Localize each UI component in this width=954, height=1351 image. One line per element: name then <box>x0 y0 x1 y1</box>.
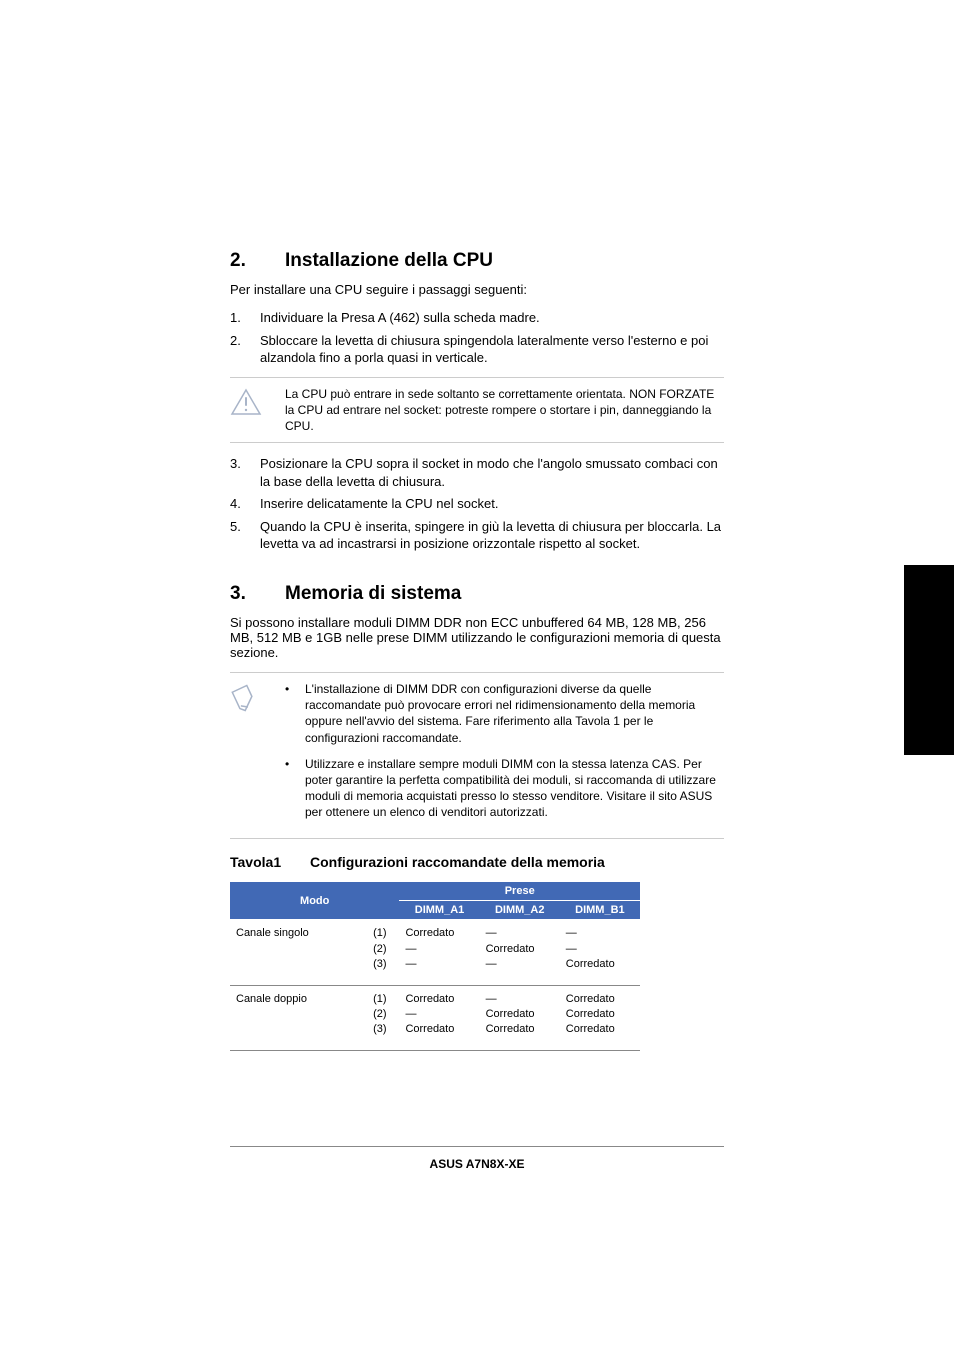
val-cell: — Corredato — <box>480 920 560 985</box>
mode-cell: Canale singolo <box>230 920 360 985</box>
val-cell: Corredato — — <box>399 920 479 985</box>
note-text: L'installazione di DIMM DDR con configur… <box>305 681 724 746</box>
table-header-modo: Modo <box>230 882 399 920</box>
step-number: 4. <box>230 495 260 513</box>
sub-cell: (1) (2) (3) <box>360 985 399 1050</box>
page-footer: ASUS A7N8X-XE <box>230 1146 724 1171</box>
bullet-icon: • <box>285 681 305 746</box>
section-3-number: 3. <box>230 583 285 605</box>
table-header-b1: DIMM_B1 <box>560 901 640 920</box>
step-number: 2. <box>230 332 260 367</box>
step-text: Sbloccare la levetta di chiusura spingen… <box>260 332 724 367</box>
note-text: Utilizzare e installare sempre moduli DI… <box>305 756 724 821</box>
table-header-a1: DIMM_A1 <box>399 901 479 920</box>
step-text: Quando la CPU è inserita, spingere in gi… <box>260 518 724 553</box>
table-number: Tavola1 <box>230 854 310 870</box>
bullet-icon: • <box>285 756 305 821</box>
warning-callout: La CPU può entrare in sede soltanto se c… <box>230 377 724 444</box>
warning-text: La CPU può entrare in sede soltanto se c… <box>285 386 724 435</box>
step-text: Inserire delicatamente la CPU nel socket… <box>260 495 498 513</box>
memory-config-table: Modo Prese DIMM_A1 DIMM_A2 DIMM_B1 Canal… <box>230 882 640 1050</box>
section-2-steps-b: 3. Posizionare la CPU sopra il socket in… <box>230 455 724 553</box>
step-text: Posizionare la CPU sopra il socket in mo… <box>260 455 724 490</box>
list-item: 1. Individuare la Presa A (462) sulla sc… <box>230 309 724 327</box>
val-cell: Corredato Corredato Corredato <box>560 985 640 1050</box>
table-header-a2: DIMM_A2 <box>480 901 560 920</box>
note-callout: • L'installazione di DIMM DDR con config… <box>230 672 724 840</box>
step-number: 5. <box>230 518 260 553</box>
section-2-number: 2. <box>230 250 285 272</box>
section-2-heading: 2. Installazione della CPU <box>230 250 724 272</box>
list-item: 3. Posizionare la CPU sopra il socket in… <box>230 455 724 490</box>
val-cell: Corredato — Corredato <box>399 985 479 1050</box>
section-3-intro: Si possono installare moduli DIMM DDR no… <box>230 615 724 660</box>
list-item: 4. Inserire delicatamente la CPU nel soc… <box>230 495 724 513</box>
list-item: 5. Quando la CPU è inserita, spingere in… <box>230 518 724 553</box>
section-2-title: Installazione della CPU <box>285 250 493 272</box>
section-2-intro: Per installare una CPU seguire i passagg… <box>230 282 724 297</box>
section-3-heading: 3. Memoria di sistema <box>230 583 724 605</box>
step-text: Individuare la Presa A (462) sulla sched… <box>260 309 540 327</box>
table-row: Canale singolo (1) (2) (3) Corredato — —… <box>230 920 640 985</box>
document-page: 2. Installazione della CPU Per installar… <box>0 0 954 1111</box>
section-2-steps-a: 1. Individuare la Presa A (462) sulla sc… <box>230 309 724 367</box>
step-number: 1. <box>230 309 260 327</box>
note-item: • L'installazione di DIMM DDR con config… <box>285 681 724 746</box>
note-content: • L'installazione di DIMM DDR con config… <box>285 681 724 831</box>
mode-cell: Canale doppio <box>230 985 360 1050</box>
section-3-title: Memoria di sistema <box>285 583 461 605</box>
sub-cell: (1) (2) (3) <box>360 920 399 985</box>
table-title: Configurazioni raccomandate della memori… <box>310 854 605 870</box>
note-icon <box>230 681 285 831</box>
table-row: Canale doppio (1) (2) (3) Corredato — Co… <box>230 985 640 1050</box>
table-heading: Tavola1 Configurazioni raccomandate dell… <box>230 854 724 870</box>
warning-icon <box>230 386 285 435</box>
table-header-prese: Prese <box>399 882 640 901</box>
list-item: 2. Sbloccare la levetta di chiusura spin… <box>230 332 724 367</box>
val-cell: — — Corredato <box>560 920 640 985</box>
note-item: • Utilizzare e installare sempre moduli … <box>285 756 724 821</box>
val-cell: — Corredato Corredato <box>480 985 560 1050</box>
step-number: 3. <box>230 455 260 490</box>
